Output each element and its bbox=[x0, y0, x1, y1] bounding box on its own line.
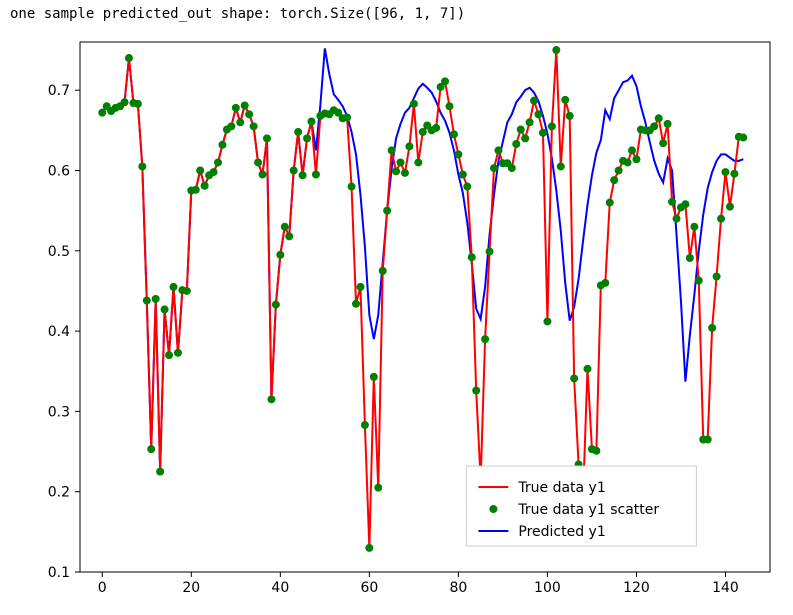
svg-text:0.5: 0.5 bbox=[48, 244, 70, 260]
svg-text:True data y1: True data y1 bbox=[517, 480, 605, 496]
svg-text:0.3: 0.3 bbox=[48, 404, 70, 420]
svg-text:0.1: 0.1 bbox=[48, 565, 70, 581]
svg-text:0: 0 bbox=[98, 580, 107, 596]
svg-text:0.4: 0.4 bbox=[48, 324, 70, 340]
svg-text:60: 60 bbox=[360, 580, 378, 596]
svg-text:0.2: 0.2 bbox=[48, 485, 70, 501]
chart-container: 0 20 40 60 80 100 120 140 0.1 0.2 0.3 0.4 0.5 0.6 0.7 T… bbox=[10, 24, 783, 604]
legend: True data y1 True data y1 scatter Predicte… bbox=[466, 466, 696, 546]
svg-text:140: 140 bbox=[712, 580, 739, 596]
chart-svg: 0 20 40 60 80 100 120 140 0.1 0.2 0.3 0.4 0.5 0.6 0.7 T… bbox=[10, 24, 783, 604]
svg-text:100: 100 bbox=[534, 580, 561, 596]
console-output: one sample predicted_out shape: torch.Si… bbox=[0, 0, 793, 24]
svg-text:True data y1 scatter: True data y1 scatter bbox=[517, 502, 659, 518]
svg-text:20: 20 bbox=[182, 580, 200, 596]
svg-text:Predicted y1: Predicted y1 bbox=[518, 524, 605, 540]
svg-text:0.7: 0.7 bbox=[48, 83, 70, 99]
svg-text:0.6: 0.6 bbox=[48, 163, 70, 179]
svg-text:120: 120 bbox=[623, 580, 650, 596]
svg-text:40: 40 bbox=[271, 580, 289, 596]
svg-text:80: 80 bbox=[449, 580, 467, 596]
